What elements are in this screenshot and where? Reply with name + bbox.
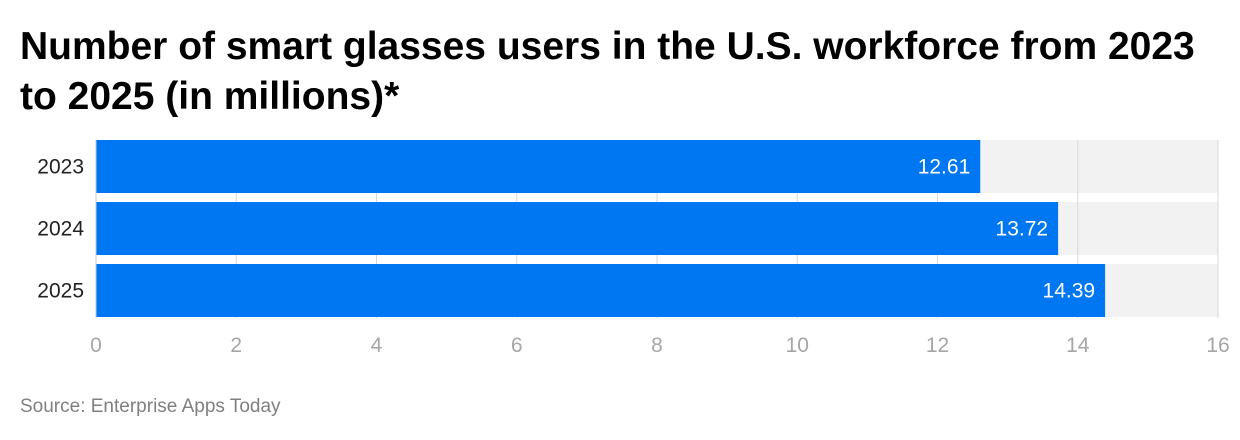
value-labels: 12.61 13.72 14.39: [918, 156, 1095, 303]
x-tick-label: 2: [230, 334, 242, 357]
x-tick-labels: 0 2 4 6 8 10 12 14 16: [90, 334, 1230, 357]
value-label: 14.39: [1043, 280, 1096, 303]
x-tick-label: 6: [511, 334, 523, 357]
category-labels: 2023 2024 2025: [37, 156, 84, 303]
x-tick-label: 14: [1066, 334, 1090, 357]
source-note: Source: Enterprise Apps Today: [20, 396, 281, 417]
category-label: 2023: [37, 156, 84, 179]
chart-title: Number of smart glasses users in the U.S…: [20, 25, 1195, 118]
bar: [96, 202, 1059, 255]
x-tick-label: 16: [1206, 334, 1229, 357]
bar: [96, 264, 1106, 317]
bar: [96, 140, 981, 193]
category-label: 2024: [37, 218, 84, 241]
bars: [96, 140, 1106, 317]
x-tick-label: 12: [926, 334, 949, 357]
value-label: 12.61: [918, 156, 971, 179]
category-label: 2025: [37, 280, 84, 303]
x-tick-label: 4: [371, 334, 383, 357]
value-label: 13.72: [996, 218, 1049, 241]
x-tick-label: 8: [651, 334, 663, 357]
x-tick-label: 0: [90, 334, 102, 357]
x-tick-label: 10: [786, 334, 809, 357]
